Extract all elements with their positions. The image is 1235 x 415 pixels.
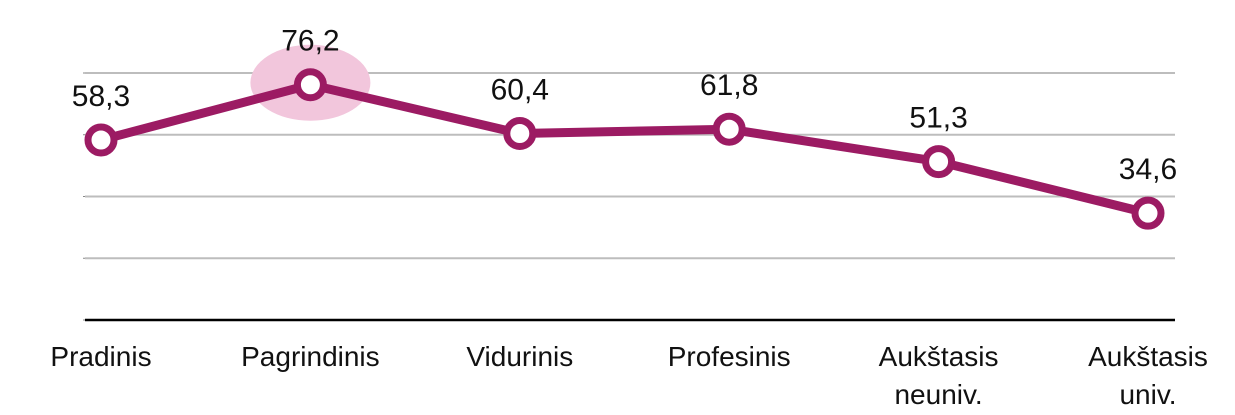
data-label: 60,4 bbox=[491, 74, 549, 107]
x-tick-label: Profesinis bbox=[667, 341, 791, 372]
data-label: 61,8 bbox=[700, 69, 758, 102]
point bbox=[712, 112, 746, 146]
point bbox=[503, 117, 537, 151]
data-label: 51,3 bbox=[909, 102, 967, 135]
point bbox=[1131, 196, 1165, 230]
point bbox=[84, 123, 118, 157]
x-tick-label: Pradinis bbox=[50, 341, 152, 372]
x-tick-label: Vidurinis bbox=[466, 341, 574, 372]
data-label: 58,3 bbox=[72, 80, 130, 113]
x-tick-label: Aukštasis univ. bbox=[1088, 341, 1208, 410]
data-label: 76,2 bbox=[281, 25, 339, 58]
x-tick-label: Aukštasis neuniv. bbox=[878, 341, 999, 410]
data-label: 34,6 bbox=[1119, 153, 1177, 186]
x-tick-label: Pagrindinis bbox=[241, 341, 380, 372]
line bbox=[99, 80, 1150, 218]
point bbox=[293, 68, 327, 102]
point bbox=[922, 145, 956, 179]
